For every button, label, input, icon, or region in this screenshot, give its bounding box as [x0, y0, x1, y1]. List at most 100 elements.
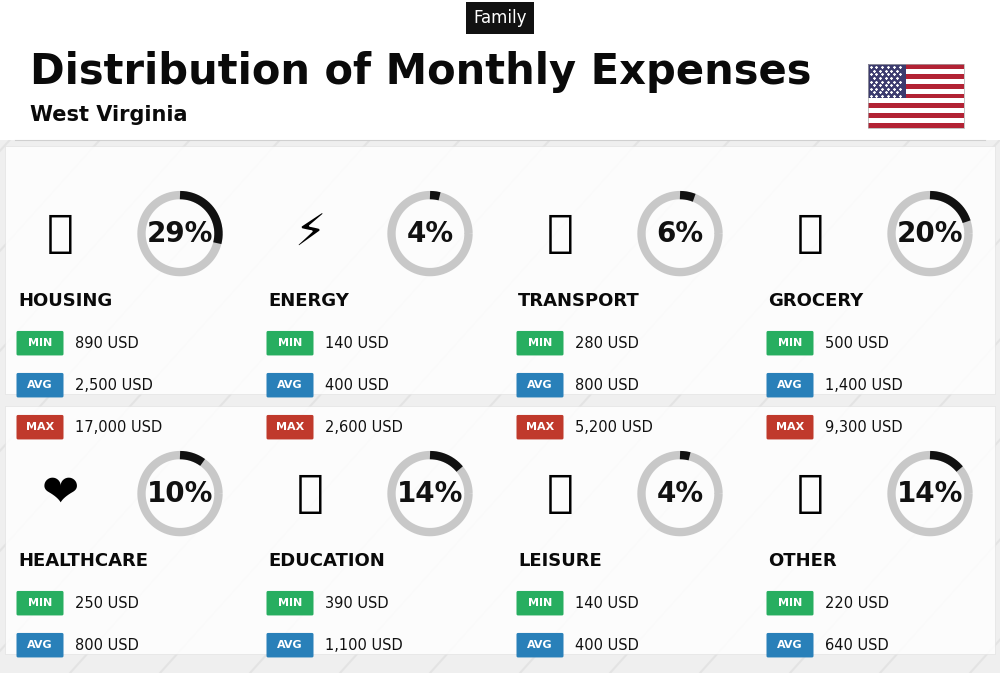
Bar: [868, 69, 964, 74]
Text: MAX: MAX: [276, 422, 304, 432]
Text: 29%: 29%: [147, 219, 213, 248]
Bar: [868, 113, 964, 118]
Text: AVG: AVG: [527, 380, 553, 390]
Text: 800 USD: 800 USD: [575, 378, 639, 393]
Bar: [868, 74, 964, 79]
FancyBboxPatch shape: [16, 331, 64, 355]
Text: MIN: MIN: [28, 339, 52, 348]
Bar: [0, 0, 1000, 140]
Text: 280 USD: 280 USD: [575, 336, 639, 351]
Text: 890 USD: 890 USD: [75, 336, 139, 351]
FancyBboxPatch shape: [16, 591, 64, 615]
Text: AVG: AVG: [527, 640, 553, 650]
Bar: [868, 98, 964, 104]
Text: 390 USD: 390 USD: [325, 596, 389, 610]
FancyBboxPatch shape: [516, 331, 564, 355]
Bar: [868, 123, 964, 128]
Bar: [868, 118, 964, 123]
Text: 640 USD: 640 USD: [825, 638, 889, 653]
Text: MAX: MAX: [26, 422, 54, 432]
Text: 400 USD: 400 USD: [325, 378, 389, 393]
Text: 🎓: 🎓: [297, 472, 323, 515]
FancyBboxPatch shape: [266, 373, 314, 398]
Text: 250 USD: 250 USD: [75, 596, 139, 610]
FancyBboxPatch shape: [266, 633, 314, 658]
Text: 4%: 4%: [406, 219, 454, 248]
FancyBboxPatch shape: [16, 373, 64, 398]
Text: AVG: AVG: [777, 380, 803, 390]
Text: AVG: AVG: [27, 380, 53, 390]
Text: GROCERY: GROCERY: [768, 292, 863, 310]
Text: 🛍: 🛍: [547, 472, 573, 515]
Text: 14%: 14%: [397, 480, 463, 507]
Bar: [868, 64, 964, 69]
FancyBboxPatch shape: [767, 591, 814, 615]
FancyBboxPatch shape: [266, 331, 314, 355]
Text: 400 USD: 400 USD: [575, 638, 639, 653]
Bar: [868, 89, 964, 94]
Bar: [868, 104, 964, 108]
FancyBboxPatch shape: [516, 633, 564, 658]
Text: AVG: AVG: [277, 380, 303, 390]
Text: 17,000 USD: 17,000 USD: [75, 420, 162, 435]
Bar: [868, 83, 964, 89]
Text: MIN: MIN: [278, 598, 302, 608]
Text: MIN: MIN: [528, 339, 552, 348]
FancyBboxPatch shape: [516, 415, 564, 439]
FancyBboxPatch shape: [16, 415, 64, 439]
Bar: [5, 146, 995, 394]
Text: TRANSPORT: TRANSPORT: [518, 292, 640, 310]
Text: AVG: AVG: [27, 640, 53, 650]
Bar: [868, 64, 964, 128]
FancyBboxPatch shape: [16, 633, 64, 658]
Text: LEISURE: LEISURE: [518, 553, 602, 570]
FancyBboxPatch shape: [767, 331, 814, 355]
Text: ENERGY: ENERGY: [268, 292, 349, 310]
Bar: [868, 94, 964, 98]
Text: 20%: 20%: [897, 219, 963, 248]
Text: MAX: MAX: [526, 422, 554, 432]
FancyBboxPatch shape: [266, 415, 314, 439]
Text: 5,200 USD: 5,200 USD: [575, 420, 653, 435]
Text: 10%: 10%: [147, 480, 213, 507]
Text: 2,600 USD: 2,600 USD: [325, 420, 403, 435]
Text: 1,400 USD: 1,400 USD: [825, 378, 903, 393]
Text: MIN: MIN: [28, 598, 52, 608]
Text: EDUCATION: EDUCATION: [268, 553, 385, 570]
Text: ❤: ❤: [41, 472, 79, 515]
Bar: [5, 406, 995, 654]
FancyBboxPatch shape: [516, 591, 564, 615]
Text: MAX: MAX: [776, 422, 804, 432]
Text: MIN: MIN: [778, 598, 802, 608]
FancyBboxPatch shape: [266, 591, 314, 615]
Text: 2,500 USD: 2,500 USD: [75, 378, 153, 393]
Text: 140 USD: 140 USD: [325, 336, 389, 351]
Text: MIN: MIN: [278, 339, 302, 348]
Text: AVG: AVG: [777, 640, 803, 650]
Text: 🛒: 🛒: [797, 212, 823, 255]
Text: 500 USD: 500 USD: [825, 336, 889, 351]
FancyBboxPatch shape: [767, 415, 814, 439]
Text: Distribution of Monthly Expenses: Distribution of Monthly Expenses: [30, 51, 812, 93]
Text: 220 USD: 220 USD: [825, 596, 889, 610]
Bar: [868, 79, 964, 83]
Text: West Virginia: West Virginia: [30, 105, 188, 125]
Text: 9,300 USD: 9,300 USD: [825, 420, 903, 435]
Text: 🏗: 🏗: [47, 212, 73, 255]
Text: 14%: 14%: [897, 480, 963, 507]
Text: MIN: MIN: [778, 339, 802, 348]
Text: 800 USD: 800 USD: [75, 638, 139, 653]
FancyBboxPatch shape: [767, 373, 814, 398]
FancyBboxPatch shape: [516, 373, 564, 398]
Text: HEALTHCARE: HEALTHCARE: [18, 553, 148, 570]
Text: 4%: 4%: [656, 480, 704, 507]
Text: MIN: MIN: [528, 598, 552, 608]
Text: AVG: AVG: [277, 640, 303, 650]
Bar: [868, 108, 964, 113]
Text: ⚡: ⚡: [294, 212, 326, 255]
Text: 1,100 USD: 1,100 USD: [325, 638, 403, 653]
Text: OTHER: OTHER: [768, 553, 837, 570]
Text: HOUSING: HOUSING: [18, 292, 112, 310]
Bar: [868, 64, 906, 98]
Text: Family: Family: [473, 9, 527, 27]
